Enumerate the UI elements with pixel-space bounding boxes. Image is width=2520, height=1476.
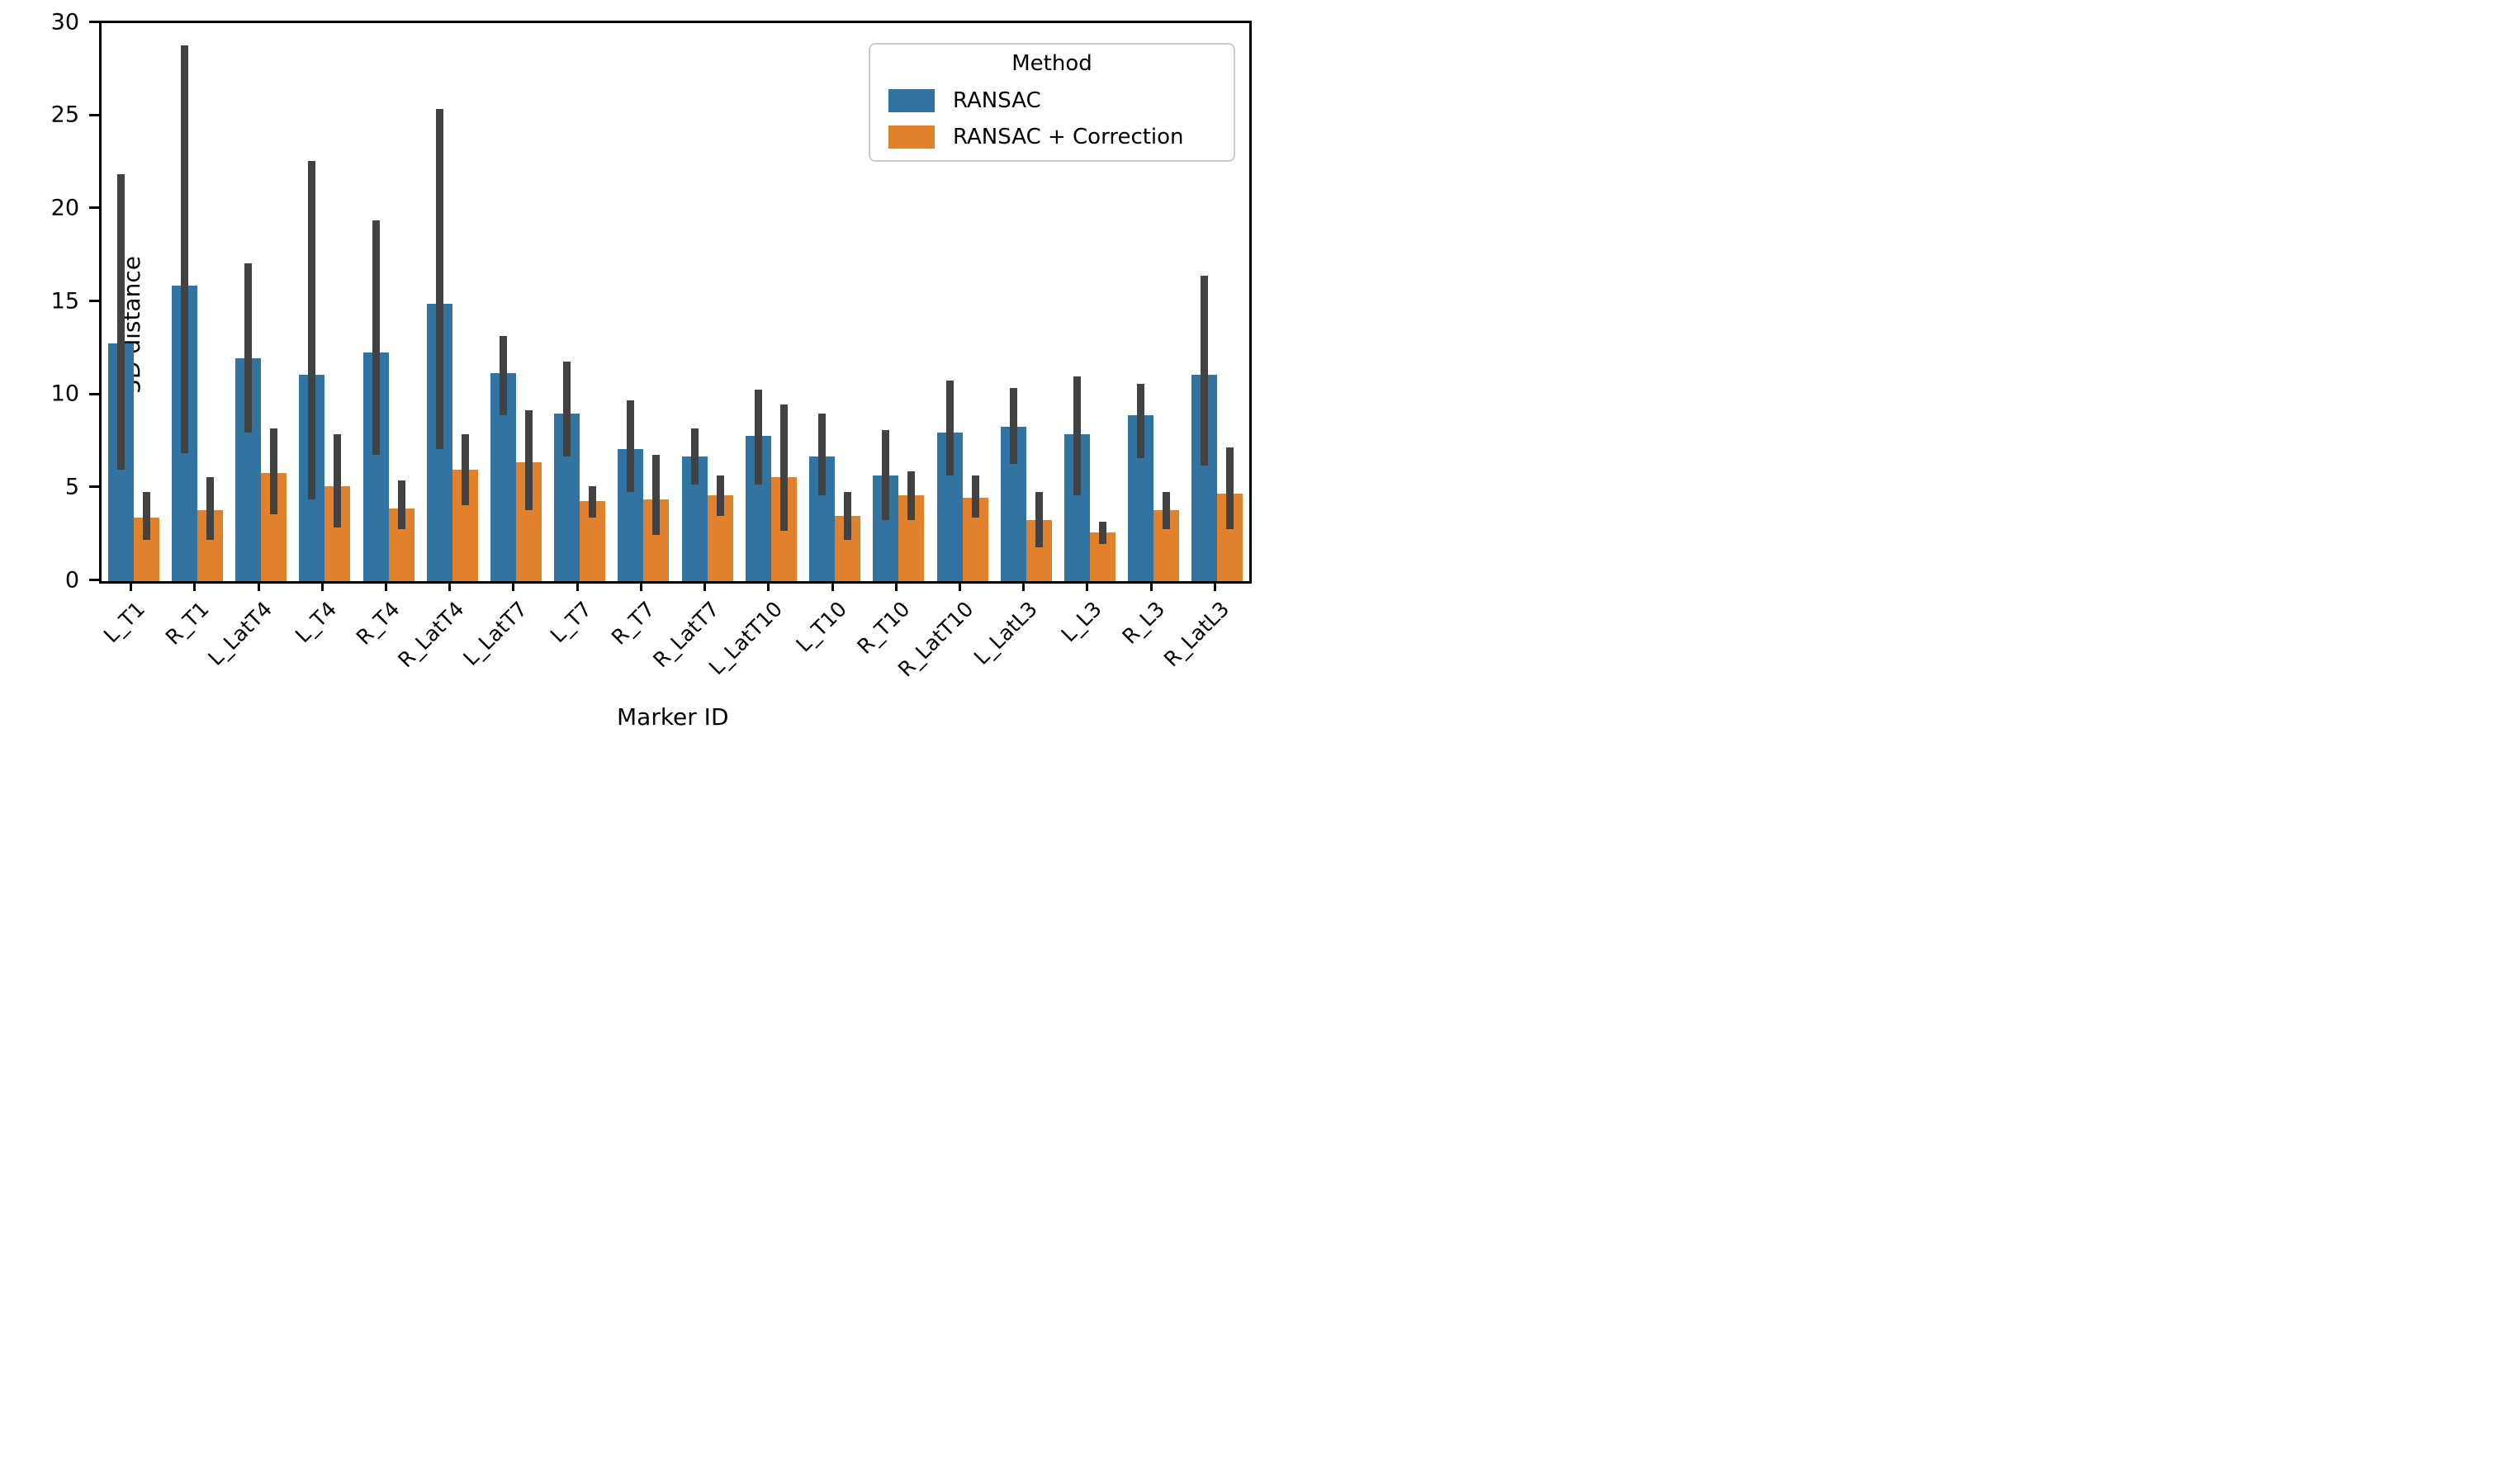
x-tick-mark xyxy=(703,581,707,591)
x-tick-label: L_LatT4 xyxy=(203,597,277,670)
error-bar xyxy=(308,160,316,499)
error-bar xyxy=(435,108,443,449)
legend-swatch-ransac-correction xyxy=(888,125,935,149)
error-bar xyxy=(1201,276,1209,466)
x-tick-mark xyxy=(767,581,770,591)
x-tick-mark xyxy=(130,581,133,591)
error-bar xyxy=(499,335,507,416)
x-tick-mark xyxy=(193,581,197,591)
error-bar xyxy=(779,404,788,532)
y-tick-label: 5 xyxy=(64,474,79,500)
x-tick-mark xyxy=(257,581,260,591)
y-tick-mark xyxy=(89,21,99,23)
error-bar xyxy=(754,389,762,485)
error-bar xyxy=(818,414,827,496)
x-tick-mark xyxy=(639,581,642,591)
x-tick-label: R_L3 xyxy=(1117,597,1170,649)
x-tick-mark xyxy=(385,581,387,591)
legend-label-ransac-correction: RANSAC + Correction xyxy=(953,125,1184,149)
x-tick-label: L_LatT7 xyxy=(458,597,533,670)
error-bar xyxy=(1163,491,1171,529)
y-tick-label: 25 xyxy=(50,102,79,128)
error-bar xyxy=(589,486,597,518)
x-tick-label: R_T7 xyxy=(607,597,660,650)
x-tick-label: R_LatL3 xyxy=(1158,597,1234,672)
error-bar xyxy=(334,433,342,527)
error-bar xyxy=(397,480,405,529)
error-bar xyxy=(270,428,278,514)
y-tick-mark xyxy=(89,113,99,116)
error-bar xyxy=(206,476,214,541)
x-tick-mark xyxy=(1149,581,1153,591)
error-bar xyxy=(844,491,852,541)
x-tick-label: L_LatL3 xyxy=(969,597,1043,669)
error-bar xyxy=(971,475,979,518)
legend-swatch-ransac xyxy=(888,89,935,112)
x-tick-mark xyxy=(1022,581,1026,591)
y-tick-label: 10 xyxy=(50,381,79,407)
y-tick-mark xyxy=(89,485,99,489)
x-tick-mark xyxy=(1086,581,1089,591)
legend-title: Method xyxy=(1011,51,1092,76)
y-tick-label: 30 xyxy=(50,9,79,35)
x-tick-label: L_T1 xyxy=(98,597,150,648)
y-tick-mark xyxy=(89,392,99,395)
error-bar xyxy=(142,491,150,541)
y-tick-label: 15 xyxy=(50,288,79,314)
x-tick-label: R_T4 xyxy=(352,597,405,650)
x-tick-label: L_L3 xyxy=(1056,597,1106,647)
x-tick-mark xyxy=(576,581,579,591)
y-tick-mark xyxy=(89,579,99,581)
x-tick-label: L_T7 xyxy=(545,597,596,648)
error-bar xyxy=(244,263,253,433)
x-tick-mark xyxy=(448,581,452,591)
error-bar xyxy=(372,220,380,455)
x-tick-mark xyxy=(894,581,898,591)
x-tick-mark xyxy=(831,581,834,591)
error-bar xyxy=(1035,491,1043,548)
error-bar xyxy=(1073,376,1081,496)
error-bar xyxy=(524,409,533,511)
error-bar xyxy=(116,173,125,470)
error-bar xyxy=(690,428,699,485)
error-bar xyxy=(1137,384,1145,459)
error-bar xyxy=(461,433,469,505)
error-bar xyxy=(1098,521,1106,544)
error-bar xyxy=(1226,447,1234,529)
bar-chart-figure: 3D distance 0 5 10 15 20 25 30 L_T1 R_T1 L_LatT4… xyxy=(0,0,1260,738)
legend-row-ransac: RANSAC xyxy=(870,83,1234,119)
x-axis-label: Marker ID xyxy=(617,703,729,731)
x-tick-label: R_LatT4 xyxy=(392,597,469,673)
x-tick-mark xyxy=(512,581,515,591)
error-bar xyxy=(652,454,661,535)
y-tick-mark xyxy=(89,206,99,210)
x-tick-label: R_T1 xyxy=(160,597,214,650)
error-bar xyxy=(563,362,571,457)
x-tick-label: R_T10 xyxy=(852,597,915,659)
error-bar xyxy=(907,471,916,520)
y-tick-label: 20 xyxy=(50,195,79,221)
error-bar xyxy=(716,475,724,517)
x-tick-label: L_T10 xyxy=(791,597,851,657)
y-tick-mark xyxy=(89,300,99,302)
x-tick-mark xyxy=(1213,581,1216,591)
error-bar xyxy=(180,45,188,453)
legend: Method RANSAC RANSAC + Correction xyxy=(869,43,1235,162)
legend-label-ransac: RANSAC xyxy=(953,88,1041,113)
x-tick-label: L_T4 xyxy=(290,597,341,648)
error-bar xyxy=(1009,387,1017,465)
error-bar xyxy=(945,380,954,475)
y-tick-label: 0 xyxy=(64,567,79,593)
legend-row-ransac-correction: RANSAC + Correction xyxy=(870,119,1234,155)
x-tick-mark xyxy=(959,581,961,591)
x-tick-mark xyxy=(320,581,324,591)
error-bar xyxy=(882,430,890,520)
error-bar xyxy=(627,400,635,492)
